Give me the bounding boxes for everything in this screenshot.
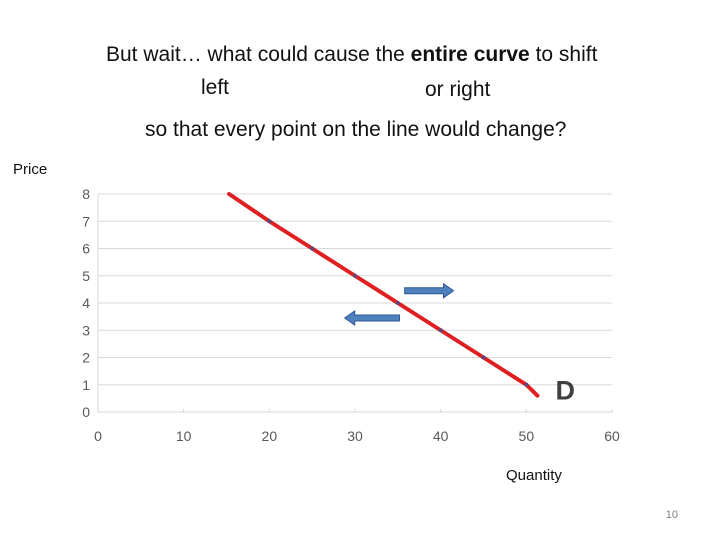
question-line-1: But wait… what could cause the entire cu…: [106, 44, 597, 65]
x-tick-label-30: 30: [347, 428, 363, 444]
left-word: left: [201, 76, 230, 99]
question-line-1-end: to shift: [529, 43, 598, 66]
page-number: 10: [665, 509, 678, 521]
demand-curve-line: [227, 192, 540, 398]
y-tick-label-4: 4: [82, 295, 90, 311]
shift-arrow-left-icon: [343, 310, 401, 326]
demand-point: [267, 219, 272, 224]
y-tick-label-1: 1: [82, 377, 90, 393]
x-tick-label-20: 20: [262, 428, 278, 444]
y-tick-label-7: 7: [82, 213, 90, 229]
demand-point: [309, 246, 315, 251]
x-tick-label-60: 60: [604, 428, 620, 444]
y-axis-label: Price: [13, 161, 48, 178]
x-tick-label-0: 0: [94, 428, 102, 444]
x-axis-label: Quantity: [506, 467, 562, 484]
demand-point: [524, 382, 529, 387]
x-tick-label-40: 40: [433, 428, 449, 444]
curve-label: D: [555, 376, 575, 406]
shift-arrow-right-icon: [404, 282, 455, 299]
x-tick-label-10: 10: [176, 428, 192, 444]
question-line-3: so that every point on the line would ch…: [145, 118, 567, 141]
y-tick-label-8: 8: [82, 186, 90, 202]
y-tick-label-0: 0: [82, 404, 90, 420]
y-tick-label-6: 6: [82, 241, 90, 257]
x-tick-label-50: 50: [519, 428, 535, 444]
y-tick-label-5: 5: [82, 268, 90, 284]
demand-point: [438, 328, 443, 333]
demand-point: [352, 273, 358, 278]
question-line-1-bold: entire curve: [410, 43, 530, 66]
y-tick-label-3: 3: [82, 322, 90, 338]
demand-point: [481, 355, 486, 360]
demand-point: [395, 300, 401, 306]
right-word: or right: [425, 78, 491, 101]
question-line-1-start: But wait… what could cause the: [106, 43, 411, 66]
y-tick-label-2: 2: [82, 350, 90, 366]
